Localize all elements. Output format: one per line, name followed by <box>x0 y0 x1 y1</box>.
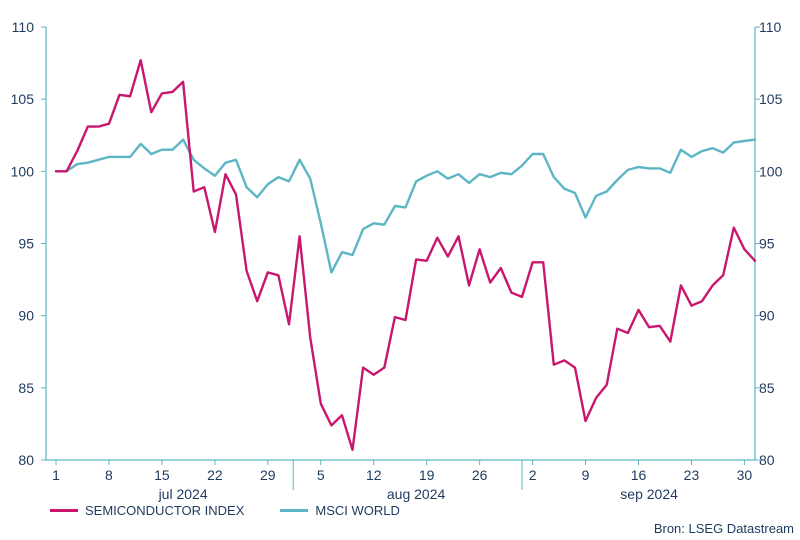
series-lines <box>54 59 757 452</box>
y-tick-label-left: 105 <box>11 91 35 107</box>
legend-item-msci-world: MSCI WORLD <box>280 503 400 518</box>
y-tick-label-left: 110 <box>12 19 35 35</box>
y-tick-label-left: 85 <box>18 380 34 396</box>
y-tick-label-right: 80 <box>759 452 775 468</box>
x-tick-label: 19 <box>419 467 435 483</box>
y-tick-label-left: 80 <box>18 452 34 468</box>
legend-label-semiconductor: SEMICONDUCTOR INDEX <box>85 503 245 518</box>
legend: SEMICONDUCTOR INDEX MSCI WORLD <box>50 503 400 518</box>
x-tick-label: 15 <box>154 467 170 483</box>
x-tick-label: 8 <box>105 467 113 483</box>
x-tick-label: 5 <box>317 467 325 483</box>
month-label: sep 2024 <box>620 486 678 502</box>
x-tick-label: 29 <box>260 467 276 483</box>
x-tick-label: 30 <box>737 467 753 483</box>
x-tick-label: 2 <box>529 467 537 483</box>
y-tick-label-left: 100 <box>11 163 35 179</box>
y-tick-label-right: 85 <box>759 380 775 396</box>
x-tick-label: 1 <box>52 467 60 483</box>
y-axis-left-ticks: 80 85 90 95 100 105 110 <box>11 19 46 468</box>
x-tick-label: 23 <box>684 467 700 483</box>
y-tick-label-right: 90 <box>759 308 775 324</box>
x-axis-ticks: 1 8 15 22 29 5 12 19 26 2 9 16 23 30 <box>52 460 752 483</box>
legend-swatch-semiconductor <box>50 509 78 512</box>
source-note: Bron: LSEG Datastream <box>653 521 794 536</box>
y-tick-label-left: 90 <box>18 308 34 324</box>
y-axis-right-ticks: 80 85 90 95 100 105 110 <box>755 19 783 468</box>
y-tick-label-right: 100 <box>759 163 783 179</box>
x-tick-label: 12 <box>366 467 382 483</box>
x-tick-label: 16 <box>631 467 647 483</box>
legend-item-semiconductor: SEMICONDUCTOR INDEX <box>50 503 244 518</box>
y-tick-label-right: 110 <box>759 19 782 35</box>
axes <box>45 27 756 461</box>
series-line-semiconductor-index <box>54 59 757 452</box>
legend-swatch-msci-world <box>280 509 309 512</box>
month-label: jul 2024 <box>158 486 208 502</box>
x-tick-label: 9 <box>582 467 590 483</box>
y-tick-label-left: 95 <box>18 236 34 252</box>
legend-label-msci-world: MSCI WORLD <box>315 503 400 518</box>
series-line-msci-world <box>54 138 757 274</box>
x-tick-label: 26 <box>472 467 488 483</box>
y-tick-label-right: 105 <box>759 91 783 107</box>
x-tick-label: 22 <box>207 467 223 483</box>
y-tick-label-right: 95 <box>759 236 775 252</box>
month-label: aug 2024 <box>387 486 446 502</box>
x-axis-month-labels: jul 2024 aug 2024 sep 2024 <box>158 460 678 502</box>
